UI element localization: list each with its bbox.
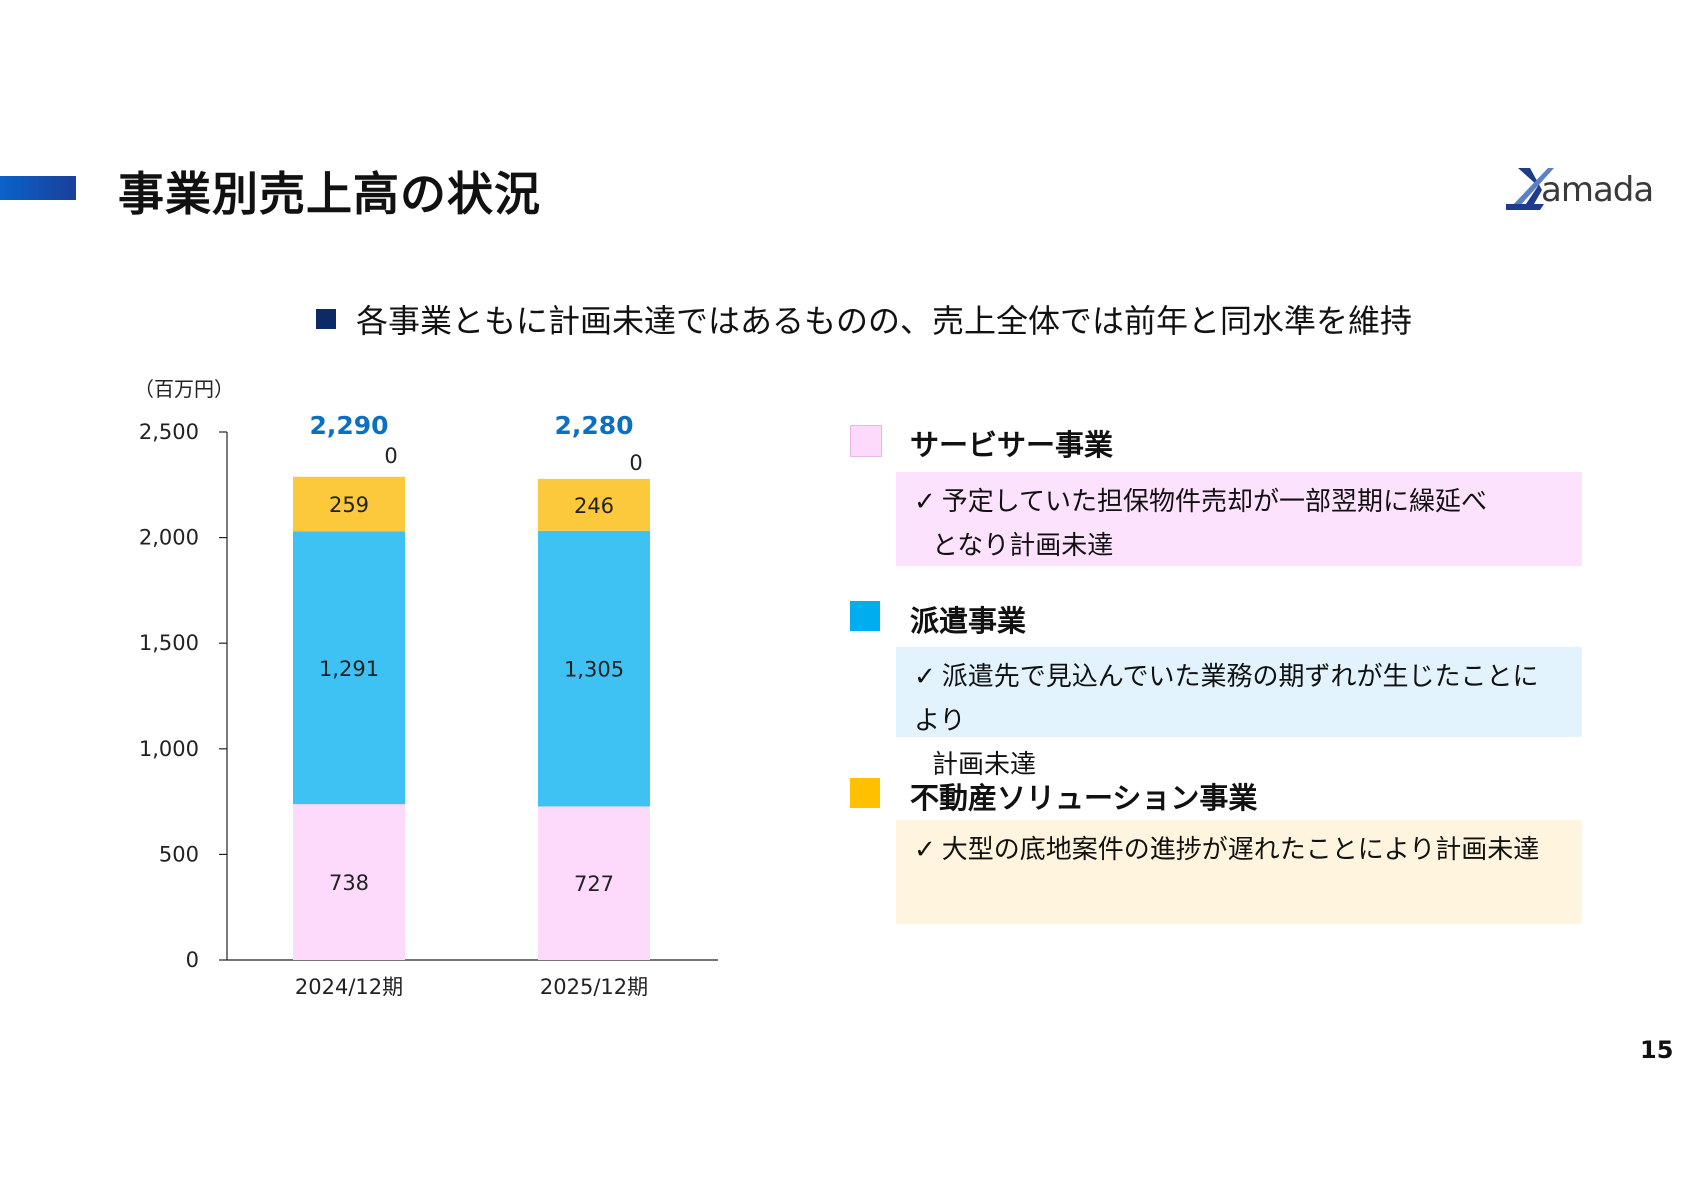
bar-value-label-service: 727 bbox=[574, 872, 614, 896]
y-tick-label: 500 bbox=[159, 842, 199, 866]
company-logo-icon bbox=[1506, 168, 1554, 210]
segment-note: ✓ 大型の底地案件の進捗が遅れたことにより計画未達 bbox=[896, 820, 1582, 924]
page-number: 15 bbox=[1640, 1036, 1674, 1064]
note-line: ✓ 大型の底地案件の進捗が遅れたことにより計画未達 bbox=[914, 828, 1564, 872]
bullet-square-icon bbox=[316, 309, 336, 329]
segment-note: ✓ 派遣先で見込んでいた業務の期ずれが生じたことにより計画未達 bbox=[896, 647, 1582, 780]
y-unit-label: （百万円） bbox=[134, 377, 234, 401]
headline: 各事業ともに計画未達ではあるものの、売上全体では前年と同水準を維持 bbox=[316, 296, 1412, 342]
x-tick-label: 2024/12期 bbox=[295, 975, 403, 999]
legend-label: 不動産ソリューション事業 bbox=[910, 781, 1258, 815]
y-tick-label: 1,000 bbox=[139, 737, 199, 761]
legend-swatch bbox=[850, 425, 882, 457]
legend-swatch bbox=[850, 778, 880, 808]
note-text: 派遣先で見込んでいた業務の期ずれが生じたことにより bbox=[914, 662, 1539, 736]
note-line: となり計画未達 bbox=[914, 524, 1564, 568]
bar-value-label-realestate: 259 bbox=[329, 493, 369, 517]
checkmark-icon: ✓ bbox=[914, 662, 936, 692]
bar-value-label-other: 0 bbox=[629, 451, 642, 475]
bar-value-label-service: 738 bbox=[329, 871, 369, 895]
logo-text: amada bbox=[1541, 170, 1654, 210]
bar-value-label-dispatch: 1,305 bbox=[564, 658, 624, 682]
segment-note: ✓ 予定していた担保物件売却が一部翌期に繰延べとなり計画未達 bbox=[896, 472, 1582, 566]
bar-segment-realestate bbox=[538, 478, 650, 531]
y-tick-label: 2,500 bbox=[139, 420, 199, 444]
note-text: 計画未達 bbox=[932, 750, 1037, 780]
bar-value-label-dispatch: 1,291 bbox=[319, 657, 379, 681]
y-tick-label: 2,000 bbox=[139, 526, 199, 550]
legend-swatch bbox=[850, 601, 880, 631]
bar-value-label-realestate: 246 bbox=[574, 494, 614, 518]
bar-segment-dispatch bbox=[538, 530, 650, 807]
title-accent-bar bbox=[0, 176, 76, 200]
bar-total-label: 2,280 bbox=[554, 411, 633, 440]
headline-text: 各事業ともに計画未達ではあるものの、売上全体では前年と同水準を維持 bbox=[356, 302, 1413, 340]
stacked-bar-chart: （百万円） 0 500 1,000 1,500 2,000 2,500 738 1,291 259… bbox=[134, 377, 718, 999]
note-text: 予定していた担保物件売却が一部翌期に繰延べ bbox=[941, 487, 1488, 517]
y-tick-label: 1,500 bbox=[139, 631, 199, 655]
bar-segment-realestate bbox=[293, 476, 405, 532]
bar-segment-service bbox=[293, 804, 405, 960]
note-line: 計画未達 bbox=[914, 743, 1564, 787]
bar-value-label-other: 0 bbox=[384, 444, 397, 468]
bar-segment-dispatch bbox=[293, 531, 405, 805]
note-text: となり計画未達 bbox=[932, 531, 1114, 561]
legend-label: 派遣事業 bbox=[910, 604, 1027, 638]
checkmark-icon: ✓ bbox=[914, 487, 936, 517]
bar-total-label: 2,290 bbox=[309, 411, 388, 440]
note-line: ✓ 予定していた担保物件売却が一部翌期に繰延べ bbox=[914, 480, 1564, 524]
page-title: 事業別売上高の状況 bbox=[118, 167, 541, 221]
bar-segment-service bbox=[538, 806, 650, 960]
checkmark-icon: ✓ bbox=[914, 835, 936, 865]
y-tick-label: 0 bbox=[186, 948, 199, 972]
note-text: 大型の底地案件の進捗が遅れたことにより計画未達 bbox=[941, 835, 1540, 865]
note-line: ✓ 派遣先で見込んでいた業務の期ずれが生じたことにより bbox=[914, 655, 1564, 743]
legend-label: サービサー事業 bbox=[910, 428, 1114, 462]
x-tick-label: 2025/12期 bbox=[540, 975, 648, 999]
